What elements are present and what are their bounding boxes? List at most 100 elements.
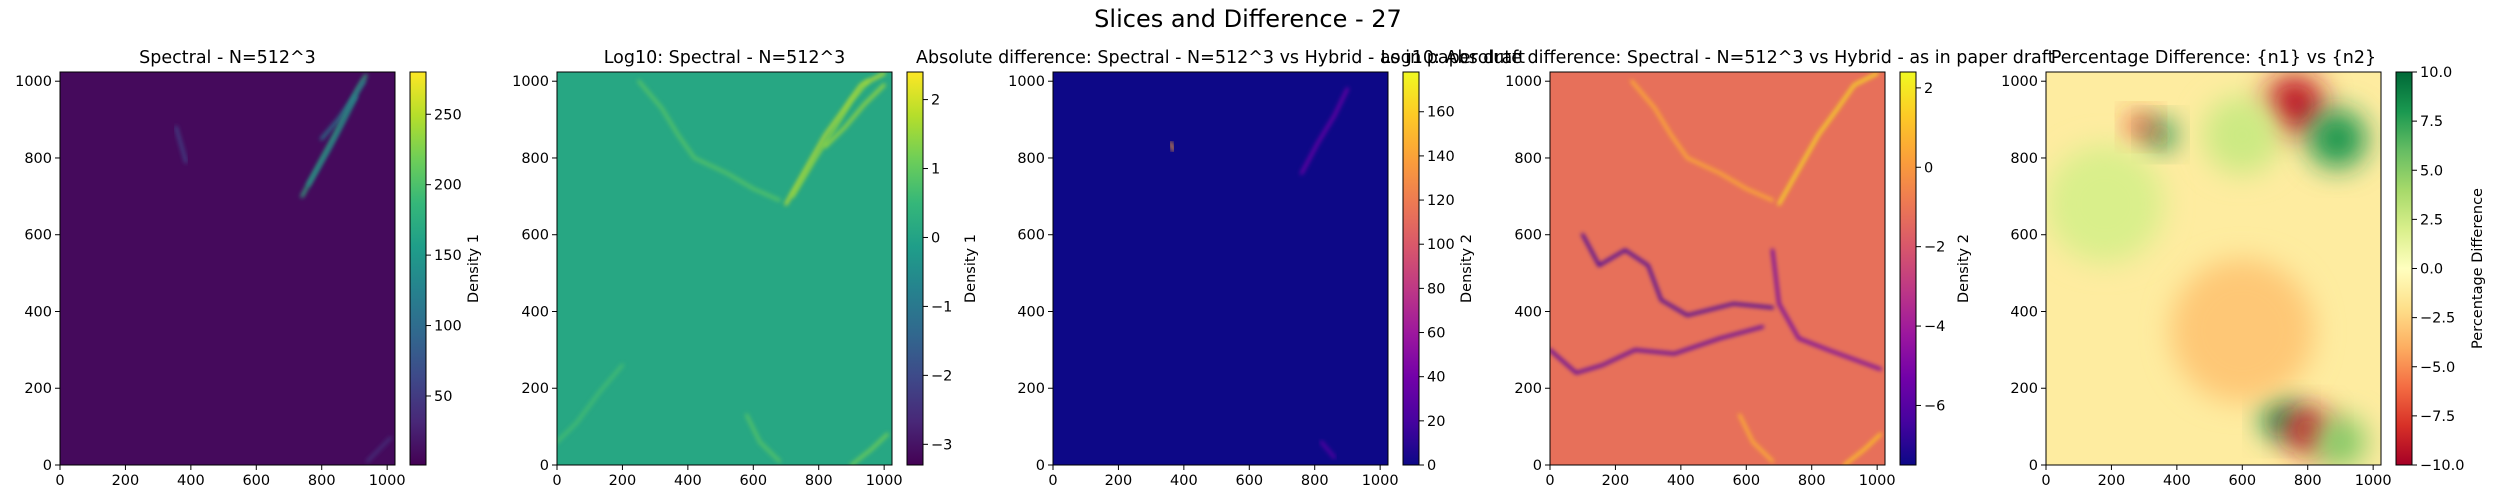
axes-frame: [1549, 71, 1886, 466]
x-tick-label: 200: [2098, 473, 2126, 489]
colorbar-tick-label: 200: [434, 178, 462, 194]
x-tick-label: 0: [55, 473, 64, 489]
x-tick-label: 800: [1798, 473, 1826, 489]
panel-title: Log10: Absolute difference: Spectral - N…: [1381, 48, 2055, 68]
heatmap-background: [1053, 72, 1388, 465]
colorbar-frame: [906, 71, 924, 466]
x-tick-label: 0: [1545, 473, 1554, 489]
colorbar-tick-label: 10.0: [2420, 65, 2452, 81]
heatmap-filament: [849, 432, 889, 465]
colorbar-tick-label: 0: [931, 230, 940, 246]
x-tick-label: 600: [739, 473, 767, 489]
heatmap-blob: [2170, 258, 2315, 403]
colorbar-tick-label: −2: [931, 368, 952, 384]
colorbar-tick-label: 140: [1427, 149, 1455, 165]
heatmap-filament: [1169, 141, 1175, 152]
y-tick-label: 200: [1017, 381, 1045, 397]
heatmap-filament: [791, 79, 870, 198]
y-tick-label: 600: [521, 228, 549, 244]
colorbar-label: Density 2: [1459, 234, 1475, 303]
y-tick-label: 1000: [512, 74, 549, 90]
axes-frame: [2045, 71, 2382, 466]
x-tick-label: 600: [242, 473, 270, 489]
figure-suptitle: Slices and Difference - 27: [1094, 5, 1402, 33]
y-tick-label: 600: [1017, 228, 1045, 244]
heatmap-filament: [557, 363, 624, 444]
heatmap-filament: [1842, 432, 1882, 465]
colorbar-frame: [1899, 71, 1917, 466]
y-tick-label: 800: [521, 151, 549, 167]
y-tick-label: 200: [24, 381, 52, 397]
heatmap-panel-5: Percentage Difference: {n1} vs {n2} 0 200 4…: [2001, 48, 2486, 489]
colorbar: [2396, 72, 2412, 465]
y-tick-label: 600: [1514, 228, 1542, 244]
x-tick-label: 1000: [369, 473, 406, 489]
colorbar-tick-label: −2.5: [2420, 311, 2455, 327]
x-tick-label: 1000: [2355, 473, 2392, 489]
colorbar: [907, 72, 923, 465]
x-tick-label: 600: [1235, 473, 1263, 489]
x-tick-label: 600: [1732, 473, 1760, 489]
x-tick-label: 400: [1667, 473, 1695, 489]
y-tick-label: 0: [1036, 458, 1045, 474]
colorbar-label: Density 2: [1956, 234, 1972, 303]
heatmap-blob: [2265, 74, 2325, 134]
x-tick-label: 400: [2163, 473, 2191, 489]
colorbar-tick-label: −4: [1924, 319, 1945, 335]
colorbar-tick-label: −3: [931, 437, 952, 453]
colorbar-tick-label: 150: [434, 248, 462, 264]
heatmap-panel-1: Spectral - N=512^3 0 200 400 600 800 1000 0 200 4…: [15, 48, 482, 489]
y-tick-label: 600: [2010, 228, 2038, 244]
colorbar-tick-label: 2.5: [2420, 212, 2443, 228]
x-tick-label: 800: [1301, 473, 1329, 489]
heatmap-features: [1550, 72, 1882, 465]
x-tick-label: 200: [609, 473, 637, 489]
colorbar-tick-label: 100: [1427, 237, 1455, 253]
y-tick-label: 1000: [15, 74, 52, 90]
x-tick-label: 200: [112, 473, 140, 489]
colorbar-tick-label: 0.0: [2420, 262, 2443, 278]
heatmap-panel-3: Absolute difference: Spectral - N=512^3 …: [916, 48, 1525, 489]
y-tick-label: 800: [2010, 151, 2038, 167]
colorbar-tick-label: 60: [1427, 326, 1445, 342]
y-tick-label: 0: [2029, 458, 2038, 474]
y-tick-label: 1000: [1505, 74, 1542, 90]
heatmap-blob: [2046, 145, 2164, 263]
heatmap-filament: [320, 79, 366, 141]
heatmap-filament: [745, 413, 781, 463]
y-tick-label: 800: [1514, 151, 1542, 167]
heatmap-blob: [2314, 415, 2367, 465]
colorbar-frame: [1402, 71, 1420, 466]
y-tick-label: 400: [2010, 304, 2038, 320]
colorbar-label: Density 1: [963, 234, 979, 303]
colorbar-label: Density 1: [466, 234, 482, 303]
colorbar-tick-label: −6: [1924, 398, 1945, 414]
colorbar-label: Percentage Difference: [2470, 188, 2486, 349]
colorbar-tick-label: −7.5: [2420, 409, 2455, 425]
heatmap-features: [1169, 87, 1349, 459]
y-tick-label: 0: [43, 458, 52, 474]
heatmap-filament: [1319, 440, 1336, 459]
colorbar-tick-label: 160: [1427, 105, 1455, 121]
colorbar-tick-label: 1: [931, 162, 940, 178]
heatmap-features: [2046, 74, 2367, 465]
y-tick-label: 400: [1017, 304, 1045, 320]
x-tick-label: 600: [2228, 473, 2256, 489]
colorbar-tick-label: 120: [1427, 193, 1455, 209]
colorbar-tick-label: 0: [1924, 160, 1933, 176]
y-tick-label: 200: [2010, 381, 2038, 397]
x-tick-label: 800: [308, 473, 336, 489]
colorbar-tick-label: 40: [1427, 370, 1445, 386]
x-tick-label: 200: [1602, 473, 1630, 489]
heatmap-filament: [1550, 325, 1765, 375]
heatmap-filament: [174, 125, 188, 164]
heatmap-filament: [1581, 233, 1774, 317]
heatmap-blob: [2203, 95, 2282, 175]
x-tick-label: 1000: [1362, 473, 1399, 489]
heatmap-filament: [637, 79, 781, 202]
x-tick-label: 0: [2041, 473, 2050, 489]
colorbar: [410, 72, 426, 465]
colorbar-tick-label: 100: [434, 319, 462, 335]
